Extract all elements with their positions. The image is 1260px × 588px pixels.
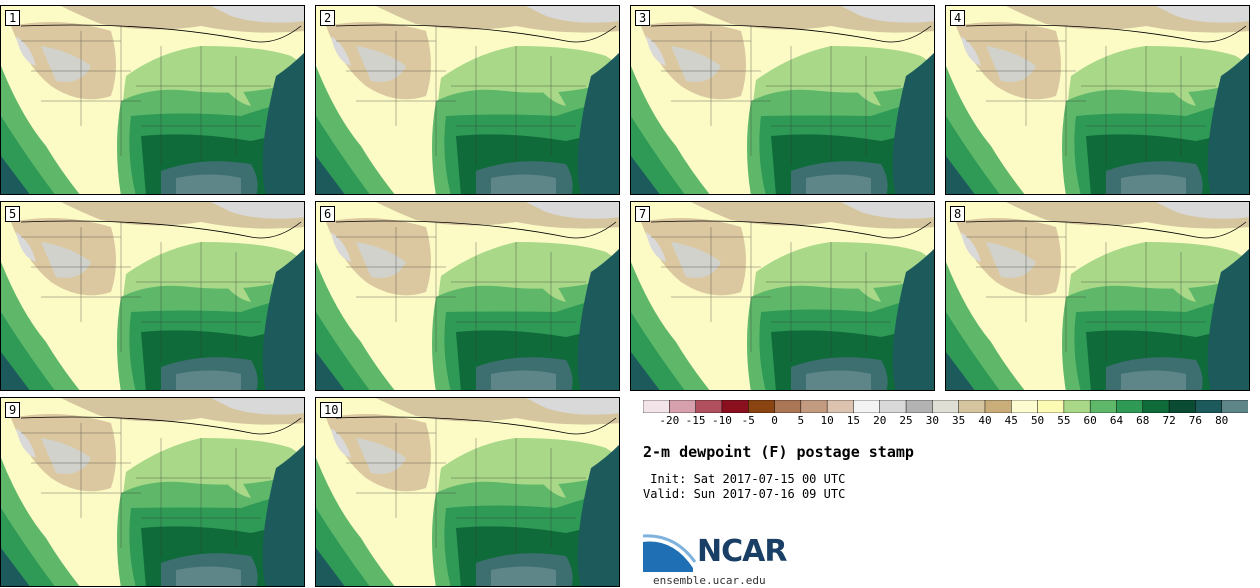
colorbar-swatch	[879, 400, 907, 413]
colorbar-tick-label: 25	[899, 414, 913, 427]
colorbar-swatch	[1037, 400, 1065, 413]
colorbar-swatch	[1116, 400, 1144, 413]
colorbar-tick-label: 50	[1030, 414, 1045, 427]
colorbar-swatch	[800, 400, 828, 413]
colorbar-swatch	[826, 400, 855, 413]
colorbar-tick-label: -20	[659, 414, 680, 427]
colorbar-labels: -20 -15 -10 -5 0 5 10 15 20 25 30 35 40 45 50 55 60 64 68 7…	[643, 414, 1260, 430]
colorbar-tick-label: -10	[711, 414, 732, 427]
colorbar-swatch	[1089, 400, 1118, 413]
colorbar-tick-label: 80	[1215, 414, 1229, 427]
ncar-logo	[643, 534, 697, 572]
colorbar-tick-label: -15	[685, 414, 706, 427]
panel-number: 4	[950, 10, 966, 26]
panel-number: 9	[5, 402, 21, 418]
dewpoint-map	[316, 202, 619, 390]
colorbar-tick-label: 10	[820, 414, 834, 427]
dewpoint-map	[1, 6, 304, 194]
valid-time: Valid: Sun 2017-07-16 09 UTC	[643, 487, 846, 501]
colorbar-swatch	[643, 400, 671, 413]
colorbar-tick-label: 40	[978, 414, 992, 427]
colorbar-swatch	[932, 400, 960, 413]
colorbar-swatch	[747, 400, 776, 413]
postage-stamp-panel: 2	[315, 5, 620, 195]
ncar-logo-text: NCAR	[697, 534, 787, 569]
colorbar-tick-label: 30	[925, 414, 939, 427]
colorbar-swatch	[1063, 400, 1091, 413]
panel-number: 7	[635, 206, 651, 222]
colorbar-swatch	[1195, 400, 1223, 413]
dewpoint-colorbar	[643, 400, 1248, 413]
dewpoint-map	[946, 202, 1249, 390]
colorbar-tick-label: 60	[1083, 414, 1097, 427]
postage-stamp-panel: 9	[0, 397, 305, 587]
colorbar-tick-label: 15	[846, 414, 861, 427]
ncar-logo-swoosh	[643, 541, 693, 572]
dewpoint-map	[1, 202, 304, 390]
dewpoint-map	[316, 6, 619, 194]
colorbar-tick-label: -5	[741, 414, 755, 427]
colorbar-swatch	[905, 400, 934, 413]
panel-number: 8	[950, 206, 966, 222]
colorbar-tick-label: 5	[797, 414, 805, 427]
colorbar-tick-label: 35	[952, 414, 966, 427]
dewpoint-map	[1, 398, 304, 586]
figure-title: 2-m dewpoint (F) postage stamp	[643, 443, 914, 461]
dewpoint-map	[946, 6, 1249, 194]
panel-number: 2	[320, 10, 336, 26]
postage-stamp-panel: 6	[315, 201, 620, 391]
logo-url: ensemble.ucar.edu	[653, 574, 766, 587]
colorbar-swatch	[721, 400, 749, 413]
colorbar-swatch	[853, 400, 881, 413]
colorbar-tick-label: 20	[873, 414, 887, 427]
postage-stamp-panel: 4	[945, 5, 1250, 195]
colorbar-swatch	[695, 400, 723, 413]
postage-stamp-panel: 1	[0, 5, 305, 195]
colorbar-swatch	[1221, 400, 1248, 413]
postage-stamp-panel: 3	[630, 5, 935, 195]
panel-number: 3	[635, 10, 651, 26]
init-time: Init: Sat 2017-07-15 00 UTC	[643, 472, 846, 486]
colorbar-tick-label: 45	[1004, 414, 1018, 427]
dewpoint-map	[631, 6, 934, 194]
panel-number: 10	[320, 402, 343, 418]
colorbar-swatch	[669, 400, 697, 413]
colorbar-tick-label: 64	[1109, 414, 1124, 427]
dewpoint-map	[316, 398, 619, 586]
colorbar-tick-label: 72	[1162, 414, 1176, 427]
dewpoint-map	[631, 202, 934, 390]
postage-stamp-panel: 7	[630, 201, 935, 391]
postage-stamp-panel: 5	[0, 201, 305, 391]
colorbar-swatch	[984, 400, 1013, 413]
panel-number: 6	[320, 206, 336, 222]
colorbar-swatch	[1142, 400, 1170, 413]
colorbar-tick-label: 76	[1188, 414, 1203, 427]
colorbar-tick-label: 68	[1136, 414, 1150, 427]
panel-number: 5	[5, 206, 21, 222]
colorbar-tick-label: 0	[771, 414, 778, 427]
colorbar-swatch	[774, 400, 802, 413]
postage-stamp-panel: 8	[945, 201, 1250, 391]
colorbar-tick-label: 55	[1057, 414, 1071, 427]
colorbar-swatch	[1168, 400, 1197, 413]
colorbar-swatch	[958, 400, 986, 413]
postage-stamp-panel: 10	[315, 397, 620, 587]
panel-number: 1	[5, 10, 21, 26]
colorbar-swatch	[1011, 400, 1039, 413]
